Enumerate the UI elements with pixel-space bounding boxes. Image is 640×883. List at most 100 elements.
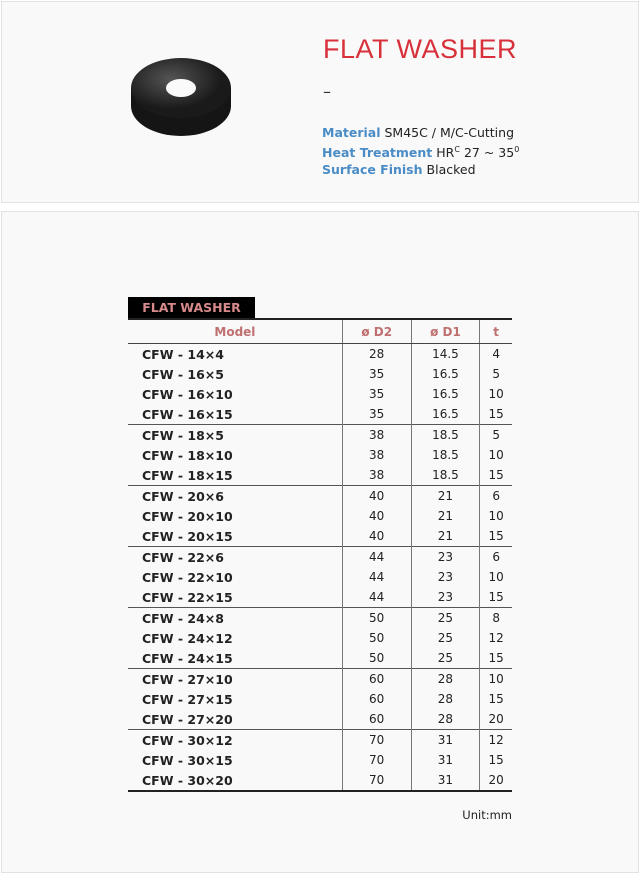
value-cell: 50: [341, 648, 412, 669]
value-cell: 12: [479, 729, 512, 750]
model-cell: CFW - 16×15: [142, 406, 233, 422]
model-cell: CFW - 18×5: [128, 424, 343, 445]
column-header: Model: [128, 318, 343, 344]
value-cell: 23: [410, 587, 480, 608]
model-cell: CFW - 16×10: [142, 386, 233, 402]
column-header: t: [479, 318, 512, 344]
value-cell: 21: [410, 526, 480, 547]
value-cell: 25: [410, 607, 480, 628]
model-cell: CFW - 18×15: [142, 467, 233, 483]
value-cell: 40: [341, 485, 412, 506]
model-cell: CFW - 22×10: [142, 569, 233, 585]
model-cell: CFW - 24×15: [142, 650, 233, 666]
value-cell: 20: [479, 709, 512, 730]
model-cell: CFW - 30×12: [128, 729, 343, 750]
value-cell: 16.5: [410, 364, 480, 384]
value-cell: 18.5: [410, 424, 480, 445]
value-cell: 20: [479, 770, 512, 792]
value-cell: 50: [341, 628, 412, 648]
table-row: CFW - 30×20 70 31 20: [128, 770, 512, 792]
table-row: CFW - 24×8 50 25 8: [128, 607, 512, 628]
table-row: CFW - 27×20 60 28 20: [128, 709, 512, 730]
value-cell: 40: [341, 506, 412, 526]
value-cell: 60: [341, 668, 412, 689]
value-cell: 12: [479, 628, 512, 648]
value-cell: 5: [479, 364, 512, 384]
model-cell: CFW - 22×15: [142, 589, 233, 605]
value-cell: 31: [410, 770, 480, 792]
model-cell: CFW - 18×10: [142, 447, 233, 463]
value-cell: 28: [410, 668, 480, 689]
column-header: ø D2: [341, 318, 412, 344]
title-dash: –: [323, 82, 331, 101]
model-cell: CFW - 22×6: [128, 546, 343, 567]
model-cell: CFW - 30×20: [128, 770, 343, 792]
table-row: CFW - 18×10 38 18.5 10: [128, 445, 512, 465]
table-row: CFW - 18×15 38 18.5 15: [128, 465, 512, 486]
value-cell: 10: [479, 567, 512, 587]
table-title: FLAT WASHER: [128, 297, 255, 318]
value-cell: 44: [341, 587, 412, 608]
value-cell: 10: [479, 668, 512, 689]
model-cell: CFW - 20×6: [128, 485, 343, 506]
value-cell: 10: [479, 445, 512, 465]
model-cell: CFW - 27×15: [142, 691, 233, 707]
value-cell: 70: [341, 729, 412, 750]
unit-label: Unit:mm: [462, 808, 512, 822]
value-cell: 70: [341, 750, 412, 770]
value-cell: 60: [341, 689, 412, 709]
value-cell: 21: [410, 485, 480, 506]
value-cell: 18.5: [410, 465, 480, 486]
value-cell: 6: [479, 546, 512, 567]
value-cell: 14.5: [410, 343, 480, 364]
washer-image: [131, 58, 231, 136]
value-cell: 50: [341, 607, 412, 628]
value-cell: 8: [479, 607, 512, 628]
model-cell: CFW - 16×5: [142, 366, 224, 382]
value-cell: 38: [341, 424, 412, 445]
table-row: CFW - 30×15 70 31 15: [128, 750, 512, 770]
value-cell: 18.5: [410, 445, 480, 465]
value-cell: 5: [479, 424, 512, 445]
model-cell: CFW - 27×20: [142, 711, 233, 727]
spec-material: Material SM45C / M/C-Cutting: [322, 125, 515, 140]
table-row: CFW - 27×10 60 28 10: [128, 668, 512, 689]
value-cell: 60: [341, 709, 412, 730]
model-cell: CFW - 27×10: [128, 668, 343, 689]
model-cell: CFW - 24×8: [128, 607, 343, 628]
value-cell: 15: [479, 404, 512, 425]
column-header: ø D1: [410, 318, 480, 344]
spec-table: Model ø D2 ø D1 t CFW - 14×4 28 14.5 4 CFW - 16…: [128, 318, 512, 792]
value-cell: 44: [341, 546, 412, 567]
table-row: CFW - 22×10 44 23 10: [128, 567, 512, 587]
value-cell: 35: [341, 384, 412, 404]
value-cell: 15: [479, 465, 512, 486]
spec-heat-treatment: Heat Treatment HRC 27 ~ 350: [322, 145, 520, 161]
value-cell: 35: [341, 364, 412, 384]
value-cell: 31: [410, 750, 480, 770]
value-cell: 40: [341, 526, 412, 547]
table-row: CFW - 27×15 60 28 15: [128, 689, 512, 709]
value-cell: 28: [410, 709, 480, 730]
spec-surface-finish: Surface Finish Blacked: [322, 162, 476, 178]
spec-list: Material SM45C / M/C-Cutting Heat Treatm…: [322, 124, 519, 178]
value-cell: 28: [410, 689, 480, 709]
value-cell: 6: [479, 485, 512, 506]
value-cell: 15: [479, 648, 512, 669]
model-cell: CFW - 30×15: [142, 752, 233, 768]
product-header-panel: FLAT WASHER – Material SM45C / M/C-Cutti…: [1, 1, 639, 203]
model-cell: CFW - 24×12: [142, 630, 233, 646]
value-cell: 38: [341, 465, 412, 486]
value-cell: 23: [410, 546, 480, 567]
table-row: CFW - 24×15 50 25 15: [128, 648, 512, 669]
value-cell: 16.5: [410, 404, 480, 425]
value-cell: 35: [341, 404, 412, 425]
value-cell: 44: [341, 567, 412, 587]
value-cell: 31: [410, 729, 480, 750]
value-cell: 21: [410, 506, 480, 526]
table-row: CFW - 16×5 35 16.5 5: [128, 364, 512, 384]
value-cell: 4: [479, 343, 512, 364]
value-cell: 23: [410, 567, 480, 587]
value-cell: 15: [479, 587, 512, 608]
table-row: CFW - 20×6 40 21 6: [128, 485, 512, 506]
